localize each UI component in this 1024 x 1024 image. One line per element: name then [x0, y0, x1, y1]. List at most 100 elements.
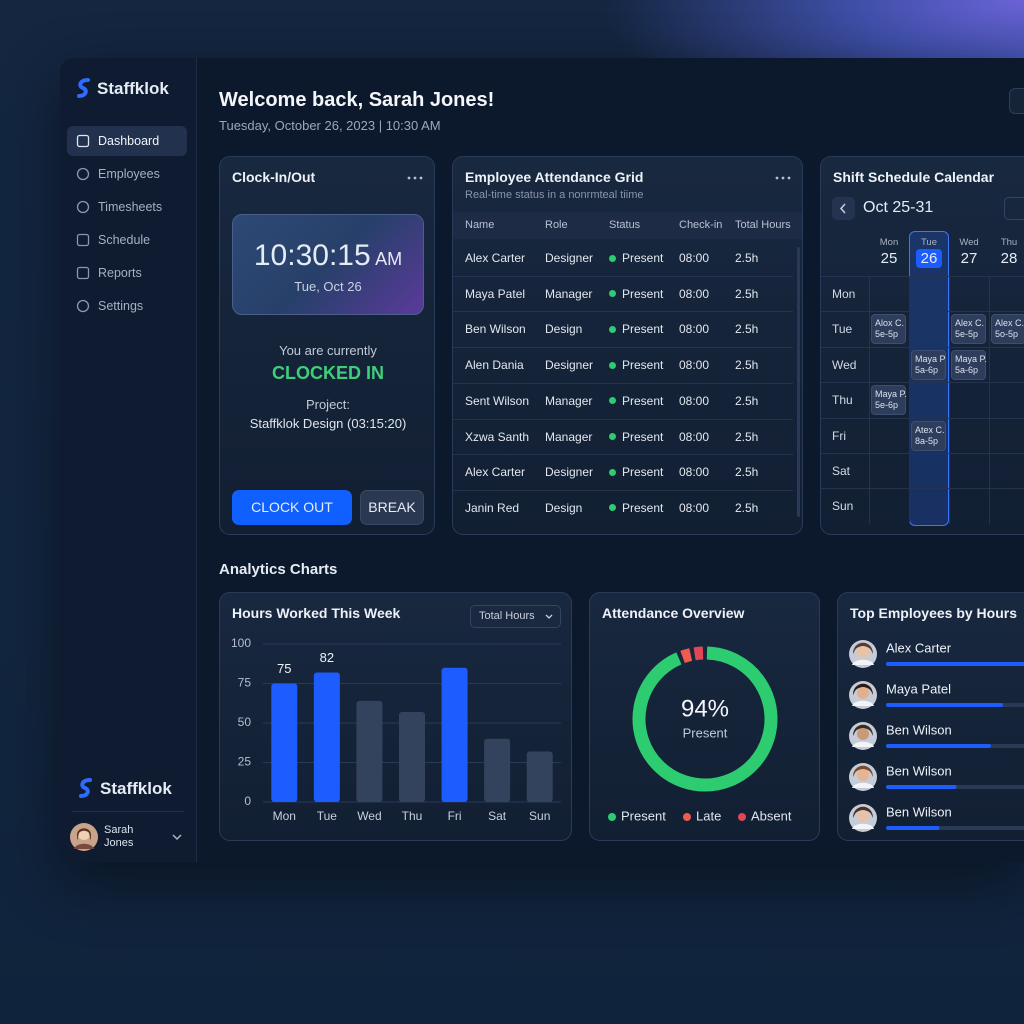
status-dot [609, 397, 616, 405]
chevron[interactable] [171, 832, 183, 842]
dropdown[interactable]: Total Hours [470, 605, 561, 628]
scrollbar [797, 247, 800, 517]
table-cell: Janin Red [465, 500, 520, 515]
user-name[interactable]: Sarah Jones [104, 824, 134, 849]
header-button[interactable] [1009, 88, 1024, 114]
nav-icon [76, 167, 90, 181]
chevron [545, 614, 553, 619]
break-button[interactable]: BREAK [360, 490, 424, 525]
legend-swatch [738, 813, 746, 821]
shift-time: 5a-6p [955, 364, 979, 375]
shift-name: Maya P [915, 353, 946, 364]
shift[interactable]: Alex C. 5e-5p [951, 314, 986, 345]
grid-line [821, 417, 1024, 419]
status: CLOCKED IN [272, 363, 384, 383]
day-date: 26 [916, 249, 942, 268]
x-tick-label: Fri [448, 809, 462, 823]
time-box: 10:30:15 AM Tue, Oct 26 [232, 214, 424, 315]
avatar-face [857, 687, 869, 699]
bar [399, 711, 425, 802]
row-divider [453, 418, 793, 420]
nav-item[interactable]: Schedule [67, 225, 187, 255]
center-value: 94% [681, 695, 729, 722]
avatar-face [857, 728, 869, 740]
avatar-face [857, 810, 869, 822]
employee-name: Ben Wilson [886, 763, 952, 778]
bar [356, 700, 383, 802]
shift[interactable]: Maya P 5a-6p [911, 349, 946, 380]
employee-name: Ben Wilson [886, 722, 952, 737]
status-dot [609, 361, 616, 369]
nav-icon [76, 299, 90, 313]
table-cell: Present [622, 322, 664, 337]
icon-shape [76, 233, 90, 247]
time: 10:30:15 [253, 239, 371, 272]
icon-shape [76, 299, 90, 313]
shift[interactable]: Alox C. 5e-5p [871, 314, 906, 345]
avatar-face [857, 646, 869, 658]
top-employees-card: Top Employees by Hours Alex Carter Maya P… [837, 592, 1024, 841]
row-label: Mon [832, 287, 856, 301]
day-date: 27 [960, 250, 978, 267]
nav-item[interactable]: Reports [67, 258, 187, 288]
nav-label: Reports [98, 266, 142, 280]
clock-out-button[interactable]: CLOCK OUT [232, 490, 352, 525]
menu-icon [775, 176, 791, 180]
page-title: Welcome back, Sarah Jones! [219, 89, 495, 111]
grid-line [821, 311, 1024, 313]
column-header: Name [465, 219, 495, 231]
status-dot [609, 325, 616, 333]
shift-name: Maya P. [875, 389, 907, 400]
legend-label: Absent [751, 808, 792, 823]
shift[interactable]: Maya P. 5a-6p [951, 349, 987, 380]
table-cell: Present [622, 358, 664, 373]
table-cell: Designer [545, 251, 594, 265]
row-divider [453, 275, 793, 277]
nav-item[interactable]: Dashboard [67, 126, 187, 156]
nav-item[interactable]: Settings [67, 291, 187, 321]
prev-button[interactable] [832, 197, 855, 220]
table-cell: Sent Wilson [465, 393, 530, 408]
nav-item[interactable]: Employees [67, 159, 187, 189]
table-cell: 2.5h [735, 393, 759, 408]
legend-swatch [608, 813, 616, 821]
center-label: Present [683, 725, 728, 740]
nav-icon [76, 134, 90, 148]
shift[interactable]: Atex C. 8a-5p [911, 420, 946, 451]
table-cell: Design [545, 322, 583, 337]
column-header: Role [545, 219, 568, 231]
avatar [70, 823, 98, 851]
shift[interactable]: Alex C. 5o-5p [991, 314, 1024, 345]
x-tick-label: Thu [402, 809, 423, 823]
shift-time: 5e-5p [875, 329, 899, 340]
today-button[interactable] [1004, 197, 1024, 220]
card-title: Clock-In/Out [232, 169, 316, 185]
icon-shape [76, 200, 90, 214]
y-tick-label: 50 [238, 715, 252, 729]
donut-segment [693, 646, 704, 661]
bar [886, 744, 991, 748]
row-divider [453, 489, 793, 491]
table-cell: Manager [545, 429, 593, 444]
shift-time: 5e-5p [955, 329, 979, 340]
day-name: Mon [879, 237, 899, 248]
grid-line [821, 346, 1024, 348]
status-dot [609, 290, 616, 298]
shift[interactable]: Maya P. 5e-6p [871, 385, 907, 416]
dot [787, 176, 791, 180]
nav-icon [76, 200, 90, 214]
table-cell: Design [545, 500, 583, 515]
chart-title: Hours Worked This Week [232, 605, 401, 621]
nav-item[interactable]: Timesheets [67, 192, 187, 222]
bar [886, 826, 940, 830]
bar [526, 751, 553, 802]
value-label: 75 [277, 661, 291, 676]
menu-icon [407, 176, 423, 180]
table-cell: 08:00 [679, 465, 710, 480]
shift-time: 8a-5p [915, 435, 939, 446]
shift-time: 5e-6p [875, 400, 899, 411]
x-tick-label: Sun [529, 809, 550, 823]
chart-title: Top Employees by Hours [850, 605, 1017, 621]
row-divider [453, 454, 793, 456]
table-cell: Alex Carter [465, 251, 526, 265]
